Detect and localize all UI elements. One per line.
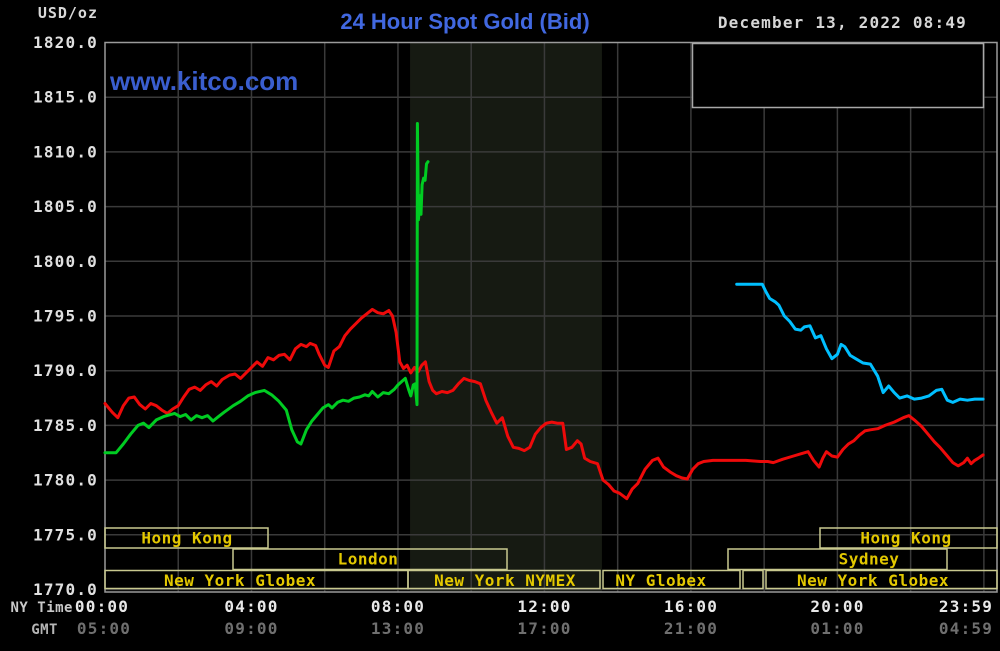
nymex-band-rect [410, 43, 602, 592]
plot-frame [104, 41, 998, 593]
y-tick-label: 1785.0 [33, 416, 98, 435]
y-axis-tick-labels: 1820.0 1815.0 1810.0 1805.0 1800.0 1795.0 1790… [33, 33, 98, 599]
x-tick-gmt: 05:00 [77, 619, 131, 638]
session-label: Hong Kong [141, 529, 232, 548]
session-label: NY Globex [615, 571, 706, 590]
session-label: London [338, 550, 399, 569]
y-tick-label: 1810.0 [33, 142, 98, 161]
gmt-axis-label: GMT [31, 622, 58, 638]
session-box [232, 548, 508, 571]
session-label: Hong Kong [860, 529, 951, 548]
session-label: New York Globex [797, 571, 949, 590]
x-tick-ny: 12:00 [517, 597, 571, 616]
series-line-dec-13-last-1810-70 [103, 122, 430, 455]
x-tick-gmt: 21:00 [664, 619, 718, 638]
session-box [742, 569, 764, 590]
y-tick-label: 1790.0 [33, 361, 98, 380]
price-series [103, 122, 985, 501]
session-box [407, 569, 601, 590]
y-tick-label: 1820.0 [33, 33, 98, 52]
x-tick-ny: 23:59 [939, 597, 993, 616]
x-tick-gmt: 04:59 [939, 619, 993, 638]
session-label: Sydney [839, 550, 900, 569]
x-tick-gmt: 17:00 [517, 619, 571, 638]
x-tick-ny: 16:00 [664, 597, 718, 616]
x-tick-gmt: 01:00 [810, 619, 864, 638]
y-tick-label: 1775.0 [33, 525, 98, 544]
nymex-session-band [410, 43, 602, 592]
y-tick-label: 1800.0 [33, 252, 98, 271]
plot-border [104, 41, 998, 593]
x-tick-gmt: 09:00 [224, 619, 278, 638]
session-box [104, 527, 269, 549]
series-line-dec-11-sunday [735, 282, 985, 404]
y-tick-label: 1815.0 [33, 88, 98, 107]
legend-box [691, 42, 985, 109]
y-tick-label: 1780.0 [33, 471, 98, 490]
ny-time-axis-label: NY Time [10, 600, 73, 616]
session-label: New York NYMEX [434, 571, 576, 590]
page-title: 24 Hour Spot Gold (Bid) [340, 9, 589, 34]
session-box [765, 569, 998, 590]
series-line-dec-12-ny-close-1781-80 [103, 307, 985, 501]
session-box [602, 569, 741, 590]
y-axis-units-label: USD/oz [38, 4, 98, 22]
y-tick-label: 1770.0 [33, 580, 98, 599]
session-box [727, 548, 948, 571]
x-tick-gmt: 13:00 [371, 619, 425, 638]
y-tick-label: 1805.0 [33, 197, 98, 216]
y-tick-label: 1795.0 [33, 307, 98, 326]
chart-datetime: December 13, 2022 08:49 [718, 13, 967, 32]
x-axis-tick-labels: 00:00 04:00 08:00 12:00 16:00 20:00 23:59 05:00… [75, 597, 993, 638]
market-session-boxes: Hong Kong Hong Kong London Sydney New York G… [104, 527, 998, 590]
x-tick-ny: 00:00 [75, 597, 129, 616]
x-tick-ny: 08:00 [371, 597, 425, 616]
x-tick-ny: 20:00 [810, 597, 864, 616]
session-box [819, 527, 998, 549]
kitco-watermark: www.kitco.com [109, 66, 298, 96]
session-label: New York Globex [164, 571, 316, 590]
x-tick-ny: 04:00 [224, 597, 278, 616]
